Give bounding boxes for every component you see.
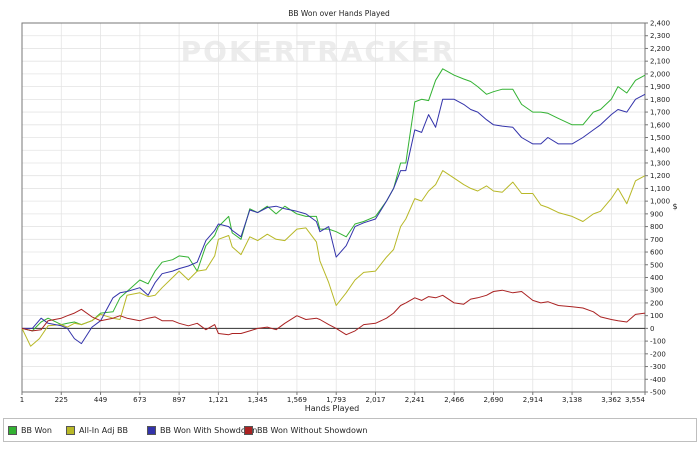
x-tick-label: 2,017 [365, 396, 385, 404]
x-axis-label: Hands Played [305, 404, 359, 413]
series-line-3 [22, 93, 646, 345]
x-axis-ticks: 1 225 449 673 897 1,121 1,345 1,569 1,793 2,017 2,… [20, 392, 646, 404]
y-tick-label: 2,100 [650, 58, 670, 66]
x-tick-label: 3,138 [562, 396, 582, 404]
x-tick-label: 449 [94, 396, 107, 404]
y-tick-label: 1,400 [650, 147, 670, 155]
grid-layer [21, 22, 646, 393]
x-tick-label: 897 [172, 396, 185, 404]
series-layer [21, 68, 646, 347]
legend-item[interactable]: BB Won With Showdown [147, 423, 257, 437]
x-tick-label: 3,554 [625, 396, 646, 404]
x-tick-label: 2,690 [483, 396, 503, 404]
y-tick-label: 2,300 [650, 32, 670, 40]
y-tick-label: 1,500 [650, 134, 670, 142]
chart-legend: BB Won All-In Adj BB BB Won With Showdown B… [3, 418, 697, 442]
legend-swatch [147, 425, 156, 435]
legend-label: BB Won With Showdown [160, 425, 258, 435]
y-tick-label: 1,900 [650, 83, 670, 91]
y-tick-label: 100 [650, 312, 663, 320]
legend-swatch [244, 425, 253, 435]
x-tick-label: 2,241 [405, 396, 425, 404]
x-tick-label: 1,121 [208, 396, 228, 404]
legend-swatch [66, 425, 75, 435]
y-tick-label: 900 [650, 210, 663, 218]
y-tick-label: 1,200 [650, 172, 670, 180]
x-tick-label: 1,345 [248, 396, 268, 404]
y-tick-label: 1,100 [650, 185, 670, 193]
legend-item[interactable]: All-In Adj BB [66, 423, 128, 437]
x-tick-label: 225 [55, 396, 68, 404]
series-line-2 [21, 170, 646, 347]
legend-label: BB Won [21, 425, 52, 435]
y-axis-ticks: -500 -400 -300 -200 -100 0 100 200 300 400 500 600 7… [645, 20, 670, 397]
legend-label: All-In Adj BB [79, 425, 128, 435]
legend-item[interactable]: BB Won [8, 423, 52, 437]
chart-title: BB Won over Hands Played [288, 9, 390, 18]
y-tick-label: 200 [650, 299, 663, 307]
y-tick-label: 500 [650, 261, 663, 269]
y-tick-label: -400 [650, 376, 666, 384]
legend-label: BB Won Without Showdown [257, 425, 368, 435]
x-tick-label: 1 [20, 396, 24, 404]
y-tick-label: 2,400 [650, 20, 670, 28]
x-tick-label: 1,793 [326, 396, 346, 404]
legend-swatch [8, 425, 17, 435]
y-tick-label: 1,300 [650, 159, 670, 167]
y-tick-label: 1,700 [650, 109, 670, 117]
y-tick-label: 2,200 [650, 45, 670, 53]
x-tick-label: 2,914 [523, 396, 544, 404]
y-axis-label: $ [672, 202, 677, 211]
y-tick-label: 1,000 [650, 198, 670, 206]
y-tick-label: 1,600 [650, 121, 670, 129]
y-tick-label: 400 [650, 274, 663, 282]
watermark-logo: POKERTRACKER [181, 35, 456, 68]
y-tick-label: -100 [650, 338, 666, 346]
y-tick-label: 600 [650, 249, 663, 257]
legend-item[interactable]: BB Won Without Showdown [244, 423, 367, 437]
y-tick-label: 300 [650, 287, 663, 295]
y-tick-label: -500 [650, 389, 666, 397]
y-tick-label: 1,800 [650, 96, 670, 104]
series-line-4 [21, 289, 646, 336]
y-tick-label: 0 [650, 325, 654, 333]
x-tick-label: 3,362 [601, 396, 621, 404]
plot-frame [21, 22, 646, 393]
x-tick-label: 1,569 [287, 396, 307, 404]
x-tick-label: 673 [133, 396, 146, 404]
y-tick-label: -300 [650, 363, 666, 371]
x-tick-label: 2,466 [444, 396, 465, 404]
y-tick-label: 2,000 [650, 70, 670, 78]
y-tick-label: 800 [650, 223, 663, 231]
y-tick-label: -200 [650, 350, 666, 358]
y-tick-label: 700 [650, 236, 663, 244]
